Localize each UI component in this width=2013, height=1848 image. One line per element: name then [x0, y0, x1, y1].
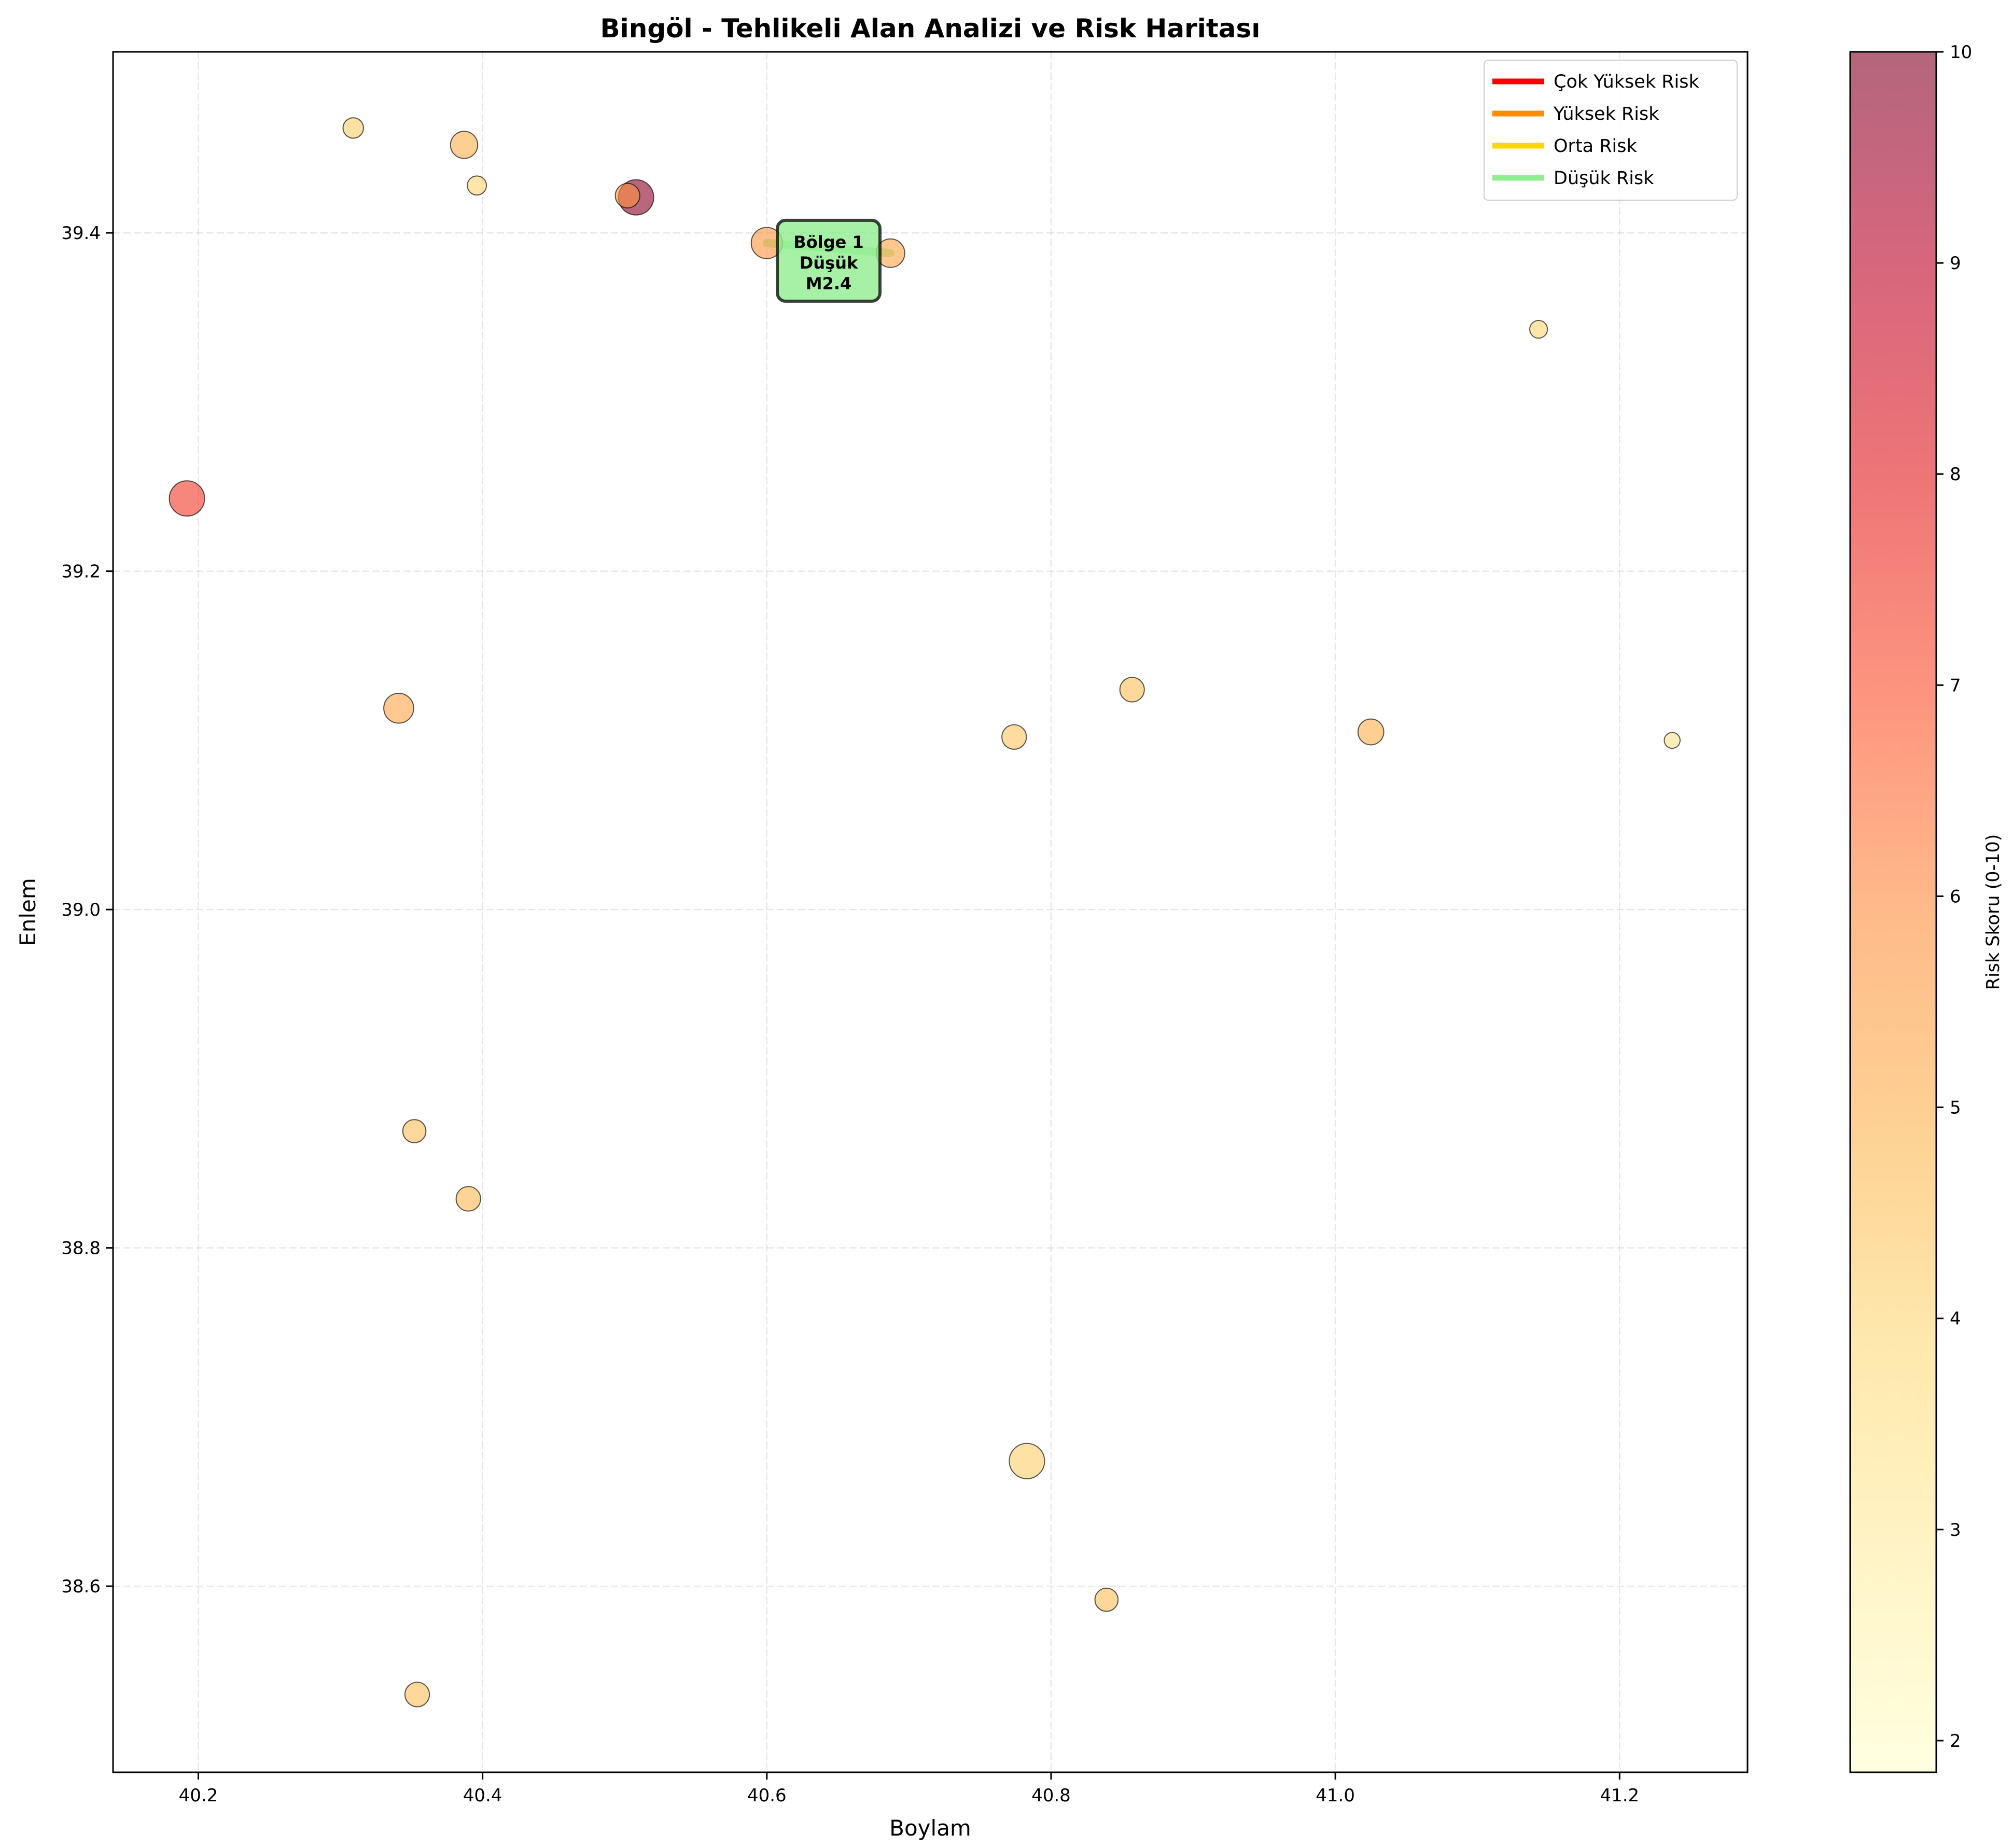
colorbar-gradient — [1850, 52, 1936, 1772]
data-point — [1663, 732, 1681, 749]
x-tick-label: 40.4 — [463, 1785, 502, 1806]
annotation-text: Bölge 1 — [793, 232, 863, 252]
colorbar-tick-label: 8 — [1950, 464, 1961, 485]
x-tick-label: 41.0 — [1316, 1785, 1355, 1806]
chart-title: Bingöl - Tehlikeli Alan Analizi ve Risk … — [600, 13, 1261, 44]
x-axis-label: Boylam — [889, 1815, 971, 1841]
data-points — [169, 117, 1681, 1707]
annotation-text: Düşük — [800, 253, 858, 273]
annotation-box — [776, 218, 882, 303]
data-point — [1119, 677, 1145, 703]
x-tick-label: 40.2 — [179, 1785, 218, 1806]
data-point — [169, 480, 205, 517]
colorbar-tick-label: 10 — [1950, 42, 1972, 63]
data-point — [342, 117, 364, 139]
legend-label: Düşük Risk — [1554, 168, 1654, 189]
legend-label: Yüksek Risk — [1553, 104, 1659, 124]
y-axis-label: Enlem — [15, 878, 40, 946]
x-tick-label: 40.8 — [1031, 1785, 1071, 1806]
y-tick-label: 38.8 — [61, 1238, 101, 1259]
y-tick-label: 39.2 — [61, 562, 101, 582]
data-point — [1094, 1587, 1119, 1612]
colorbar-tick-label: 2 — [1950, 1731, 1961, 1752]
data-point — [1009, 1443, 1045, 1479]
grid — [113, 52, 1748, 1772]
legend-label: Çok Yüksek Risk — [1554, 72, 1700, 92]
colorbar-tick-label: 6 — [1950, 886, 1961, 907]
plot-frame — [112, 51, 1749, 1773]
data-point — [383, 693, 414, 724]
y-tick-label: 38.6 — [61, 1576, 101, 1597]
colorbar-tick-label: 9 — [1950, 253, 1961, 274]
legend: Çok Yüksek Risk Yüksek Risk Orta Risk Düşük… — [1484, 60, 1738, 201]
colorbar-label: Risk Skoru (0-10) — [1983, 834, 2004, 990]
data-point — [614, 183, 640, 208]
colorbar-tick-label: 3 — [1950, 1520, 1961, 1541]
colorbar-frame — [1849, 51, 1937, 1773]
data-point — [467, 175, 487, 196]
x-axis: 40.2 40.4 40.6 40.8 41.0 41.2 — [179, 1772, 1639, 1806]
annotation-text: M2.4 — [806, 274, 852, 293]
y-axis: 38.6 38.8 39.0 39.2 39.4 — [61, 223, 113, 1597]
data-point — [455, 1186, 481, 1212]
data-point — [402, 1119, 427, 1143]
colorbar-tick-label: 4 — [1950, 1309, 1961, 1329]
legend-label: Orta Risk — [1554, 136, 1638, 157]
data-point — [404, 1682, 430, 1707]
x-tick-label: 41.2 — [1600, 1785, 1639, 1806]
colorbar: 2 3 4 5 6 7 8 9 10 — [1849, 42, 1972, 1773]
y-tick-label: 39.0 — [61, 900, 101, 920]
legend-box — [1484, 60, 1738, 201]
y-tick-label: 39.4 — [61, 223, 101, 244]
colorbar-tick-label: 7 — [1950, 675, 1961, 696]
data-point — [1357, 718, 1385, 746]
x-tick-label: 40.6 — [747, 1785, 787, 1806]
data-point — [1001, 724, 1027, 750]
data-point — [1529, 319, 1548, 339]
data-point — [450, 131, 479, 159]
colorbar-tick-label: 5 — [1950, 1098, 1961, 1118]
